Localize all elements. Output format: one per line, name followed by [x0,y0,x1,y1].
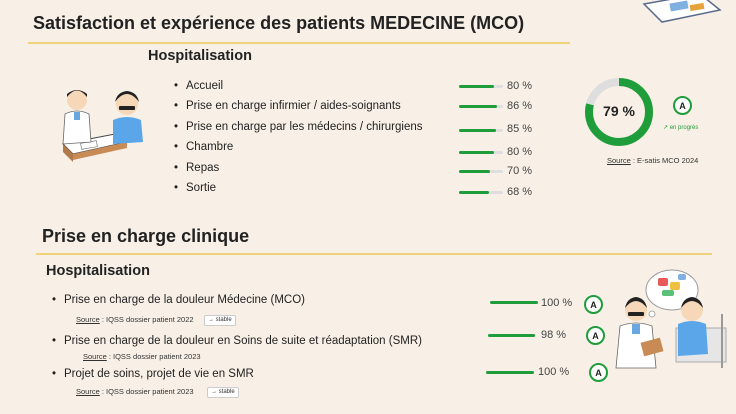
list-item-douleur-smr: Prise en charge de la douleur en Soins d… [52,335,422,347]
source-text: : IQSS dossier patient 2022 [99,315,194,324]
arrow-right-icon: → [211,389,217,395]
grade-badge-douleur-smr: A [586,326,605,345]
satisfaction-donut [585,78,653,146]
progress-bar-projet-soins [486,371,534,374]
progress-bar-repas [459,170,503,173]
source-projet-soins: Source : IQSS dossier patient 2023 [76,387,194,396]
source-text: : IQSS dossier patient 2023 [106,352,201,361]
section2-subtitle: Hospitalisation [46,263,150,279]
doctor-bedside-illustration [615,269,727,369]
progress-fill [459,151,495,154]
progress-fill [459,170,490,173]
stable-tag: → stable [207,387,239,398]
source-label: Source [76,315,100,324]
list-item-sortie: Sortie [174,182,216,194]
progress-bar-chambre [459,151,503,154]
progress-bar-douleur-mco [490,301,538,304]
section2-title: Prise en charge clinique [42,226,250,246]
grade-badge-projet-soins: A [589,363,608,382]
progress-fill [459,85,495,88]
value-infirmier: 86 % [507,100,533,112]
trend-indicator: ↗ en progrès [663,124,698,131]
value-accueil: 80 % [507,80,533,92]
progress-bar-sortie [459,191,503,194]
value-sortie: 68 % [507,186,533,198]
list-item-medecins: Prise en charge par les médecins / chiru… [174,121,423,133]
source-douleur-mco: Source : IQSS dossier patient 2022 [76,315,194,324]
list-item-repas: Repas [174,162,219,174]
trend-label: en progrès [669,125,699,131]
list-item-projet-soins: Projet de soins, projet de vie en SMR [52,368,254,380]
grade-badge: A [673,96,692,115]
progress-fill [490,301,538,304]
source-douleur-smr: Source : IQSS dossier patient 2023 [83,352,201,361]
progress-bar-medecins [459,129,503,132]
source-text: : IQSS dossier patient 2023 [99,387,194,396]
progress-bar-accueil [459,85,503,88]
tag-label: stable [218,389,235,395]
value-projet-soins: 100 % [538,366,570,378]
list-item-accueil: Accueil [174,80,223,92]
progress-fill [459,105,497,108]
source-label: Source [607,156,631,165]
list-item-infirmier: Prise en charge infirmier / aides-soigna… [174,100,401,112]
progress-fill [459,191,489,194]
trend-up-icon: ↗ [663,125,669,131]
list-item-chambre: Chambre [174,141,233,153]
donut-arc [585,78,653,146]
progress-fill [486,371,534,374]
clipboard-illustration [642,0,722,23]
section1-title: Satisfaction et expérience des patients … [33,13,525,33]
value-douleur-smr: 98 % [541,329,567,341]
value-repas: 70 % [507,165,533,177]
progress-fill [459,129,497,132]
donut-value: 79 % [603,103,635,119]
section1-subtitle: Hospitalisation [148,48,252,64]
progress-bar-douleur-smr [488,334,536,337]
stable-tag: → stable [204,315,236,326]
section1-source: Source : E-satis MCO 2024 [607,156,698,165]
value-medecins: 85 % [507,123,533,135]
list-item-douleur-mco: Prise en charge de la douleur Médecine (… [52,294,305,306]
doctor-patient-illustration [61,90,143,162]
source-text: : E-satis MCO 2024 [630,156,699,165]
source-label: Source [76,387,100,396]
tag-label: stable [215,317,232,323]
section1-divider [28,42,570,44]
value-chambre: 80 % [507,146,533,158]
source-label: Source [83,352,107,361]
section2-divider [36,253,712,255]
progress-fill [488,334,536,337]
arrow-right-icon: → [208,317,214,323]
progress-bar-infirmier [459,105,503,108]
grade-badge-douleur-mco: A [584,295,603,314]
value-douleur-mco: 100 % [541,297,573,309]
